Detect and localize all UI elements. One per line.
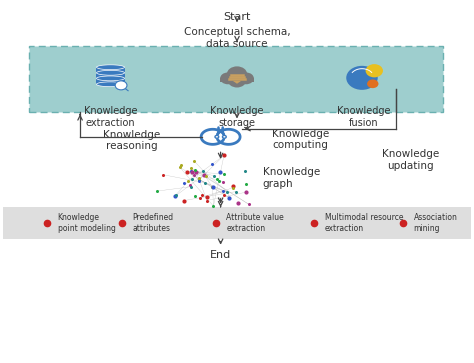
- Text: Knowledge
computing: Knowledge computing: [272, 129, 329, 150]
- Circle shape: [115, 81, 127, 90]
- Ellipse shape: [97, 70, 125, 75]
- Text: Attribute value
extraction: Attribute value extraction: [226, 213, 284, 233]
- Text: Knowledge
extraction: Knowledge extraction: [84, 106, 137, 128]
- Text: Association
mining: Association mining: [414, 213, 457, 233]
- Circle shape: [346, 66, 378, 90]
- Circle shape: [215, 135, 219, 138]
- Text: End: End: [210, 250, 231, 260]
- Polygon shape: [233, 81, 241, 84]
- Text: Predefined
attributes: Predefined attributes: [133, 213, 173, 233]
- Text: Conceptual schema,
data source: Conceptual schema, data source: [184, 27, 290, 49]
- Bar: [97, 73, 125, 79]
- Circle shape: [238, 73, 254, 84]
- Ellipse shape: [97, 76, 125, 81]
- Bar: [97, 67, 125, 73]
- Circle shape: [367, 79, 378, 88]
- Bar: [97, 78, 125, 84]
- Circle shape: [365, 64, 383, 77]
- Text: Start: Start: [223, 12, 251, 22]
- Text: Knowledge
reasoning: Knowledge reasoning: [103, 130, 160, 151]
- Text: Knowledge
graph: Knowledge graph: [263, 167, 320, 189]
- FancyBboxPatch shape: [28, 46, 443, 112]
- Circle shape: [228, 74, 246, 87]
- Ellipse shape: [97, 65, 125, 70]
- Text: Knowledge
storage: Knowledge storage: [210, 106, 264, 128]
- Text: Knowledge
updating: Knowledge updating: [382, 149, 439, 171]
- Circle shape: [220, 73, 236, 84]
- Circle shape: [222, 135, 226, 138]
- Text: Knowledge
point modeling: Knowledge point modeling: [57, 213, 116, 233]
- Bar: [220, 78, 254, 82]
- Ellipse shape: [97, 82, 125, 87]
- Text: Multimodal resource
extraction: Multimodal resource extraction: [325, 213, 403, 233]
- Bar: [3, 207, 471, 239]
- Circle shape: [227, 66, 247, 82]
- Text: Knowledge
fusion: Knowledge fusion: [337, 106, 390, 128]
